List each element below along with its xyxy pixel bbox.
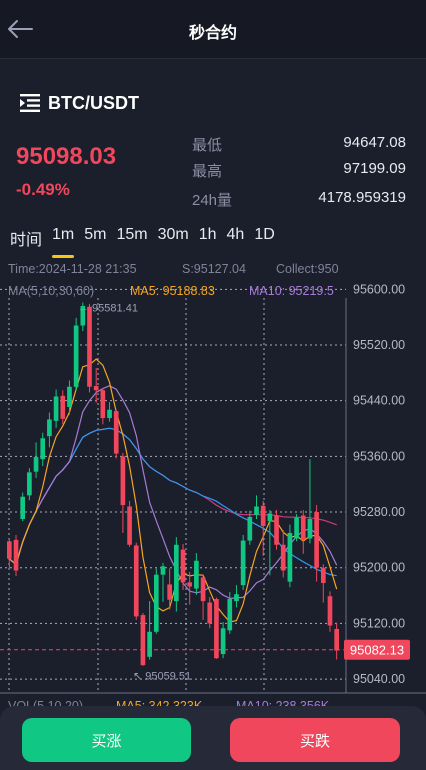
- candle-body: [60, 395, 66, 419]
- candle-body: [334, 628, 339, 651]
- candle-body: [247, 516, 253, 541]
- candle-body: [260, 505, 266, 526]
- pair-name: BTC/USDT: [48, 92, 139, 113]
- candle-body: [220, 628, 226, 655]
- page-title: 秒合约: [188, 25, 237, 42]
- candle-body: [234, 594, 239, 602]
- candle-body: [140, 615, 146, 666]
- top-bar: 秒合约: [0, 0, 426, 59]
- candle-body: [147, 631, 152, 657]
- price-change: -0.49%: [16, 180, 70, 199]
- candle-body: [133, 545, 139, 617]
- pair-header: BTC/USDT: [20, 92, 139, 114]
- candle-body: [80, 306, 86, 326]
- tab-1m[interactable]: 1m: [52, 226, 75, 258]
- tab-4h[interactable]: 4h: [226, 226, 245, 243]
- action-bar: 买涨 买跌: [0, 706, 426, 770]
- y-tick-label: 95280.00: [353, 505, 405, 519]
- candle-body: [127, 506, 132, 545]
- candle-body: [47, 419, 52, 437]
- candle-body: [33, 457, 39, 472]
- candle-body: [93, 386, 99, 391]
- ma10-value: MA10: 95219.5: [249, 284, 334, 298]
- last-price: 95098.03: [16, 143, 117, 170]
- high-label: 最高: [192, 163, 223, 180]
- y-tick-label: 95200.00: [353, 561, 405, 575]
- candle-body: [227, 599, 233, 631]
- kline-chart[interactable]: 95600.00 95520.00 95440.00 95360.00 95280.00…: [0, 258, 426, 713]
- y-tick-label: 95440.00: [353, 394, 405, 408]
- tab-time[interactable]: 时间: [10, 232, 43, 249]
- crosshair-time: Time:2024-11-28 21:35: [8, 262, 137, 276]
- candle-body: [67, 386, 72, 407]
- tab-30m[interactable]: 30m: [157, 226, 189, 243]
- low-value: 94647.08: [343, 134, 406, 151]
- candle-body: [73, 325, 79, 387]
- min-price-label: ↖ 95059.51: [133, 671, 191, 683]
- candle-body: [167, 584, 172, 600]
- y-tick-label: 95600.00: [353, 282, 405, 296]
- buy-down-button[interactable]: 买跌: [230, 718, 400, 762]
- candle-body: [200, 577, 206, 602]
- back-arrow-icon[interactable]: [6, 18, 34, 40]
- low-label: 最低: [192, 137, 223, 154]
- candle-body: [287, 532, 293, 582]
- y-tick-label: 95040.00: [353, 672, 405, 686]
- candle-body: [280, 544, 286, 571]
- tab-5m[interactable]: 5m: [84, 226, 107, 243]
- candle-body: [294, 517, 299, 539]
- y-tick-label: 95120.00: [353, 616, 405, 630]
- candle-body: [87, 306, 92, 387]
- candle-body: [300, 515, 306, 540]
- candle-body: [113, 411, 119, 454]
- candle-body: [240, 540, 246, 586]
- candle-body: [27, 472, 32, 496]
- candle-body: [194, 560, 199, 589]
- current-price-value: 95082.13: [350, 642, 404, 657]
- candle-body: [307, 519, 313, 539]
- candle-body: [254, 506, 259, 515]
- candle-body: [187, 582, 193, 587]
- crosshair-start: S:95127.04: [182, 262, 246, 276]
- candle-body: [274, 515, 279, 545]
- crosshair-collect: Collect:950: [276, 262, 339, 276]
- candle-body: [180, 549, 186, 583]
- candle-body: [314, 512, 319, 568]
- buy-up-button[interactable]: 买涨: [22, 718, 191, 762]
- tab-1d[interactable]: 1D: [254, 226, 275, 243]
- current-price-tag: [344, 639, 410, 660]
- max-price-label: ← 95581.41: [78, 302, 138, 314]
- candle-body: [107, 409, 112, 419]
- y-tick-label: 95520.00: [353, 338, 405, 352]
- ma5-line: [8, 358, 338, 623]
- volume-label: 24h量: [192, 192, 233, 209]
- y-tick-label: 95360.00: [353, 449, 405, 463]
- candle-body: [153, 574, 159, 632]
- candle-body: [327, 596, 333, 626]
- ma5-value: MA5: 95188.83: [130, 284, 215, 298]
- ma-params: MA(5,10,30,60): [8, 284, 95, 298]
- candle-body: [207, 602, 213, 624]
- candle-body: [100, 390, 106, 419]
- candle-body: [40, 438, 46, 460]
- candle-body: [13, 539, 19, 571]
- list-menu-icon[interactable]: [20, 94, 40, 112]
- timeframe-tabs: 时间 1m 5m 15m 30m 1h 4h 1D: [10, 226, 285, 258]
- candle-body: [174, 544, 179, 602]
- candle-body: [7, 541, 12, 559]
- candle-body: [267, 513, 273, 522]
- candle-body: [20, 496, 26, 519]
- volume-value: 4178.959319: [318, 189, 406, 206]
- candle-body: [320, 567, 326, 584]
- candle-body: [53, 396, 59, 421]
- kline-chart-svg[interactable]: 95600.00 95520.00 95440.00 95360.00 95280.00…: [0, 258, 426, 706]
- candle-body: [120, 456, 126, 506]
- candle-body: [214, 599, 219, 659]
- high-value: 97199.09: [343, 160, 406, 177]
- tab-1h[interactable]: 1h: [198, 226, 217, 243]
- candle-body: [160, 566, 166, 575]
- tab-15m[interactable]: 15m: [116, 226, 148, 243]
